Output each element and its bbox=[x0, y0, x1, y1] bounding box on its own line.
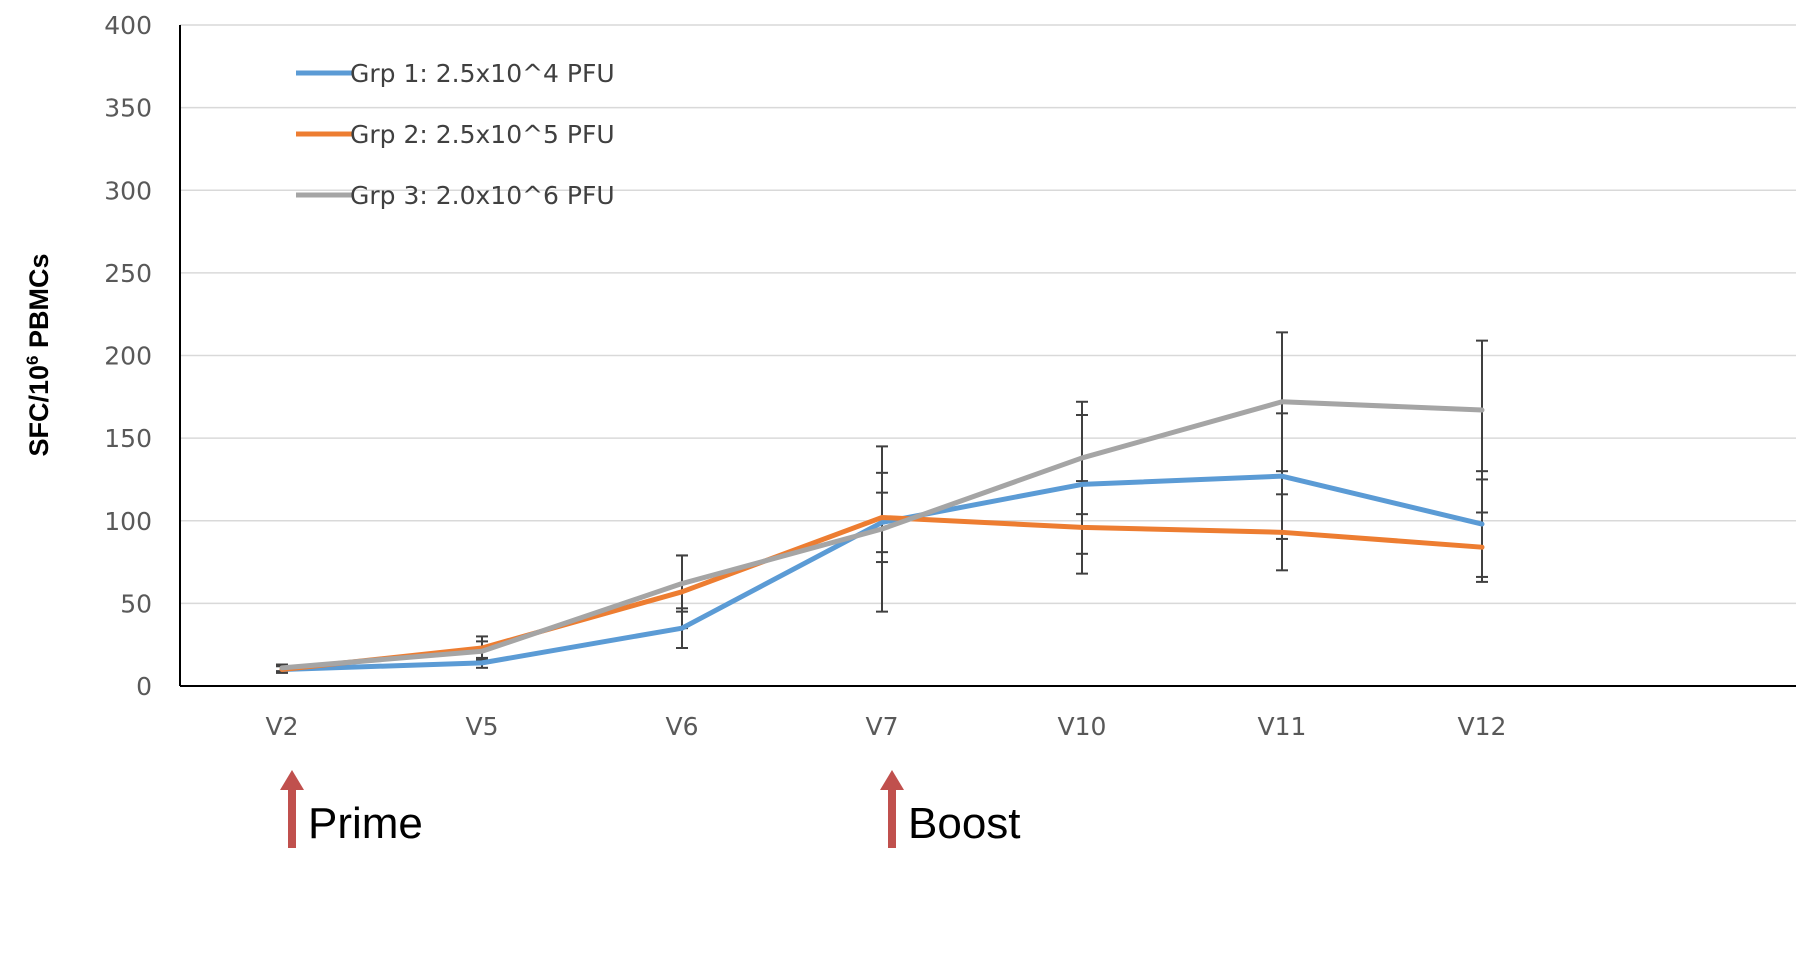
y-tick-label: 300 bbox=[104, 176, 152, 205]
x-tick-label: V11 bbox=[1258, 712, 1307, 741]
y-tick-label: 350 bbox=[104, 94, 152, 123]
annotation-label: Prime bbox=[308, 799, 423, 848]
legend-label: Grp 1: 2.5x10^4 PFU bbox=[350, 59, 615, 88]
x-tick-label: V5 bbox=[465, 712, 498, 741]
error-bars bbox=[276, 331, 1488, 674]
annotation-arrow-shaft bbox=[288, 788, 296, 848]
series-lines bbox=[279, 399, 1485, 672]
annotations: Prime Boost bbox=[280, 770, 1021, 848]
y-tick-label: 400 bbox=[104, 11, 152, 40]
annotation-arrow-head bbox=[280, 770, 304, 790]
x-tick-label: V12 bbox=[1458, 712, 1507, 741]
y-tick-labels: 0 50 100 150 200 250 300 350 400 bbox=[104, 11, 152, 701]
gridlines bbox=[180, 24, 1796, 605]
y-tick-label: 50 bbox=[120, 589, 152, 618]
x-tick-label: V6 bbox=[665, 712, 698, 741]
legend-label: Grp 3: 2.0x10^6 PFU bbox=[350, 181, 615, 210]
axes bbox=[179, 25, 1796, 687]
annotation-arrow-head bbox=[880, 770, 904, 790]
y-tick-label: 250 bbox=[104, 259, 152, 288]
y-tick-label: 0 bbox=[136, 672, 152, 701]
x-tick-labels: V2 V5 V6 V7 V10 V11 V12 bbox=[265, 712, 1506, 741]
y-tick-label: 100 bbox=[104, 507, 152, 536]
x-tick-label: V10 bbox=[1058, 712, 1107, 741]
y-tick-label: 200 bbox=[104, 342, 152, 371]
series-line-grp-1 bbox=[279, 473, 1485, 672]
x-tick-label: V7 bbox=[865, 712, 898, 741]
series-line-grp-2 bbox=[279, 514, 1485, 672]
x-tick-label: V2 bbox=[265, 712, 298, 741]
annotation-arrow-shaft bbox=[888, 788, 896, 848]
legend-label: Grp 2: 2.5x10^5 PFU bbox=[350, 120, 615, 149]
series-line-grp-3 bbox=[279, 399, 1485, 671]
y-tick-label: 150 bbox=[104, 424, 152, 453]
y-axis-label: SFC/106 PBMCs bbox=[23, 253, 54, 456]
legend: Grp 1: 2.5x10^4 PFU Grp 2: 2.5x10^5 PFU Gr… bbox=[296, 59, 615, 210]
annotation-label: Boost bbox=[908, 799, 1021, 848]
